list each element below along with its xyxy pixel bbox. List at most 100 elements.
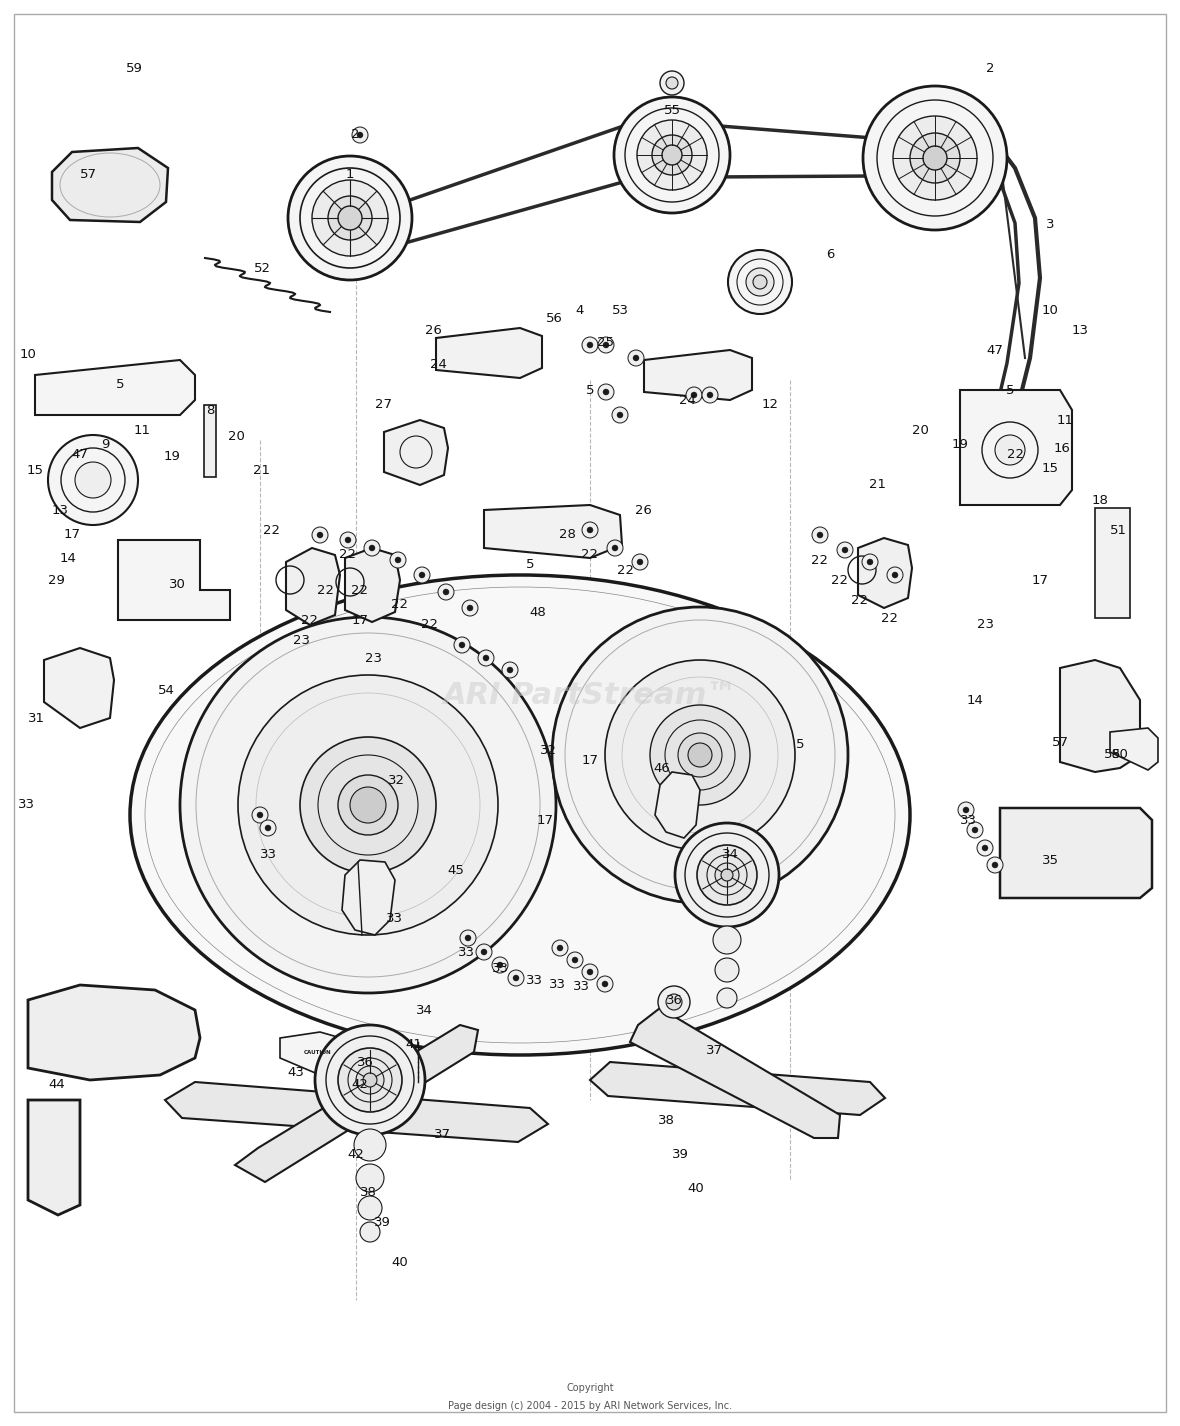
Text: 10: 10 [1042,304,1058,317]
Circle shape [923,145,948,170]
Text: 26: 26 [635,503,651,516]
Circle shape [666,994,682,1010]
Text: 27: 27 [375,398,393,412]
Text: 37: 37 [706,1044,722,1057]
Circle shape [568,953,583,968]
Circle shape [467,605,473,610]
Text: 23: 23 [977,619,994,632]
Polygon shape [165,1082,548,1142]
Text: 22: 22 [852,593,868,606]
Circle shape [369,545,375,550]
Circle shape [419,572,425,578]
Circle shape [697,846,758,906]
Text: 22: 22 [316,583,334,596]
Circle shape [715,958,739,983]
Circle shape [481,948,487,955]
Circle shape [582,522,598,538]
Circle shape [910,133,961,183]
Circle shape [691,392,697,398]
Circle shape [328,195,372,240]
Polygon shape [52,148,168,222]
Text: 13: 13 [52,503,68,516]
Circle shape [637,559,643,565]
Text: 24: 24 [678,394,695,406]
Text: 21: 21 [870,479,886,492]
Text: 58: 58 [1103,749,1121,761]
Text: 36: 36 [666,994,682,1007]
Text: 22: 22 [582,549,598,562]
Text: 34: 34 [415,1004,432,1017]
Circle shape [257,811,263,819]
Text: 4: 4 [576,304,584,317]
Circle shape [442,589,450,595]
Text: 22: 22 [302,613,319,626]
Text: 32: 32 [539,743,557,757]
Circle shape [666,77,678,88]
Circle shape [602,981,608,987]
Text: 13: 13 [1071,324,1088,337]
Circle shape [356,1067,384,1094]
Text: 10: 10 [20,348,37,362]
Circle shape [356,1164,384,1192]
Text: 40: 40 [392,1255,408,1269]
Circle shape [843,548,848,553]
Text: 17: 17 [537,813,553,827]
Circle shape [260,820,276,836]
Polygon shape [858,538,912,607]
Circle shape [465,935,471,941]
Text: 37: 37 [433,1128,451,1141]
Text: 11: 11 [1056,414,1074,426]
Text: ARI PartStream™: ARI PartStream™ [442,680,738,710]
Text: 53: 53 [611,304,629,317]
Text: 57: 57 [79,168,97,181]
Circle shape [586,970,594,975]
Polygon shape [1110,729,1158,770]
Text: 14: 14 [59,552,77,565]
Text: 59: 59 [125,61,143,74]
Circle shape [707,392,713,398]
Circle shape [628,349,644,366]
Circle shape [958,801,974,819]
Text: 34: 34 [721,848,739,861]
Circle shape [986,857,1003,873]
Circle shape [483,655,489,662]
Circle shape [658,985,690,1018]
Circle shape [478,650,494,666]
Circle shape [48,435,138,525]
Circle shape [992,861,998,868]
Circle shape [867,559,873,565]
Text: 39: 39 [374,1215,391,1229]
Circle shape [812,528,828,543]
Text: 15: 15 [26,463,44,476]
Circle shape [607,540,623,556]
Circle shape [966,821,983,838]
Circle shape [507,667,513,673]
Circle shape [963,807,969,813]
Text: 55: 55 [663,104,681,117]
Text: 47: 47 [72,449,88,462]
Circle shape [337,205,362,230]
Circle shape [454,637,470,653]
Circle shape [746,268,774,297]
Text: 56: 56 [545,311,563,325]
Text: 31: 31 [27,712,45,724]
Circle shape [363,540,380,556]
Text: 26: 26 [425,324,441,337]
Text: 17: 17 [1031,573,1049,586]
Circle shape [675,823,779,927]
Text: 36: 36 [356,1055,373,1068]
Circle shape [597,975,612,992]
Text: 20: 20 [912,424,929,436]
Circle shape [863,86,1007,230]
Polygon shape [1060,660,1140,771]
Text: 23: 23 [365,652,381,665]
Text: 5: 5 [585,384,595,396]
Text: 35: 35 [1042,854,1058,867]
Polygon shape [435,328,542,378]
Polygon shape [35,359,195,415]
Text: 33: 33 [18,799,34,811]
Circle shape [391,552,406,568]
Text: 5: 5 [795,739,805,752]
Text: 39: 39 [671,1148,688,1162]
Text: 32: 32 [387,773,405,787]
